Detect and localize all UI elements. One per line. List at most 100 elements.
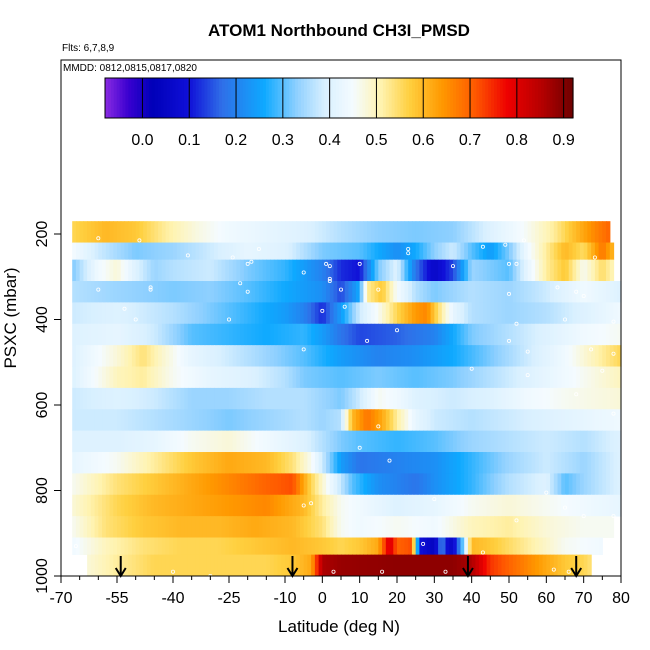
heatmap-cell <box>613 366 618 389</box>
heatmap-cell <box>258 366 264 389</box>
heatmap-cell <box>370 242 376 261</box>
heatmap-cell <box>214 281 219 303</box>
heatmap-cell <box>98 554 103 577</box>
heatmap-cell <box>419 242 424 261</box>
heatmap-cell <box>568 366 574 389</box>
heatmap-cell <box>262 366 267 389</box>
heatmap-cell <box>102 323 107 346</box>
heatmap-cell <box>344 366 350 389</box>
heatmap-cell <box>344 430 350 453</box>
heatmap-cell <box>565 302 570 325</box>
colorbar-segment <box>406 78 410 118</box>
colorbar-segment <box>204 78 208 118</box>
heatmap-cell <box>240 259 245 282</box>
x-tick-label: 60 <box>537 590 555 607</box>
heatmap-cell <box>251 430 256 453</box>
heatmap-cell <box>292 494 297 517</box>
heatmap-cell <box>117 366 122 389</box>
heatmap-cell <box>572 554 577 577</box>
heatmap-cell <box>173 409 178 432</box>
heatmap-cell <box>243 345 249 367</box>
heatmap-cell <box>277 516 282 538</box>
heatmap-cell <box>105 430 111 453</box>
heatmap-cell <box>430 554 435 577</box>
heatmap-cell <box>382 494 387 517</box>
heatmap-cell <box>382 430 387 453</box>
heatmap-cell <box>363 345 368 367</box>
heatmap-cell <box>75 452 81 474</box>
heatmap-cell <box>255 259 260 282</box>
heatmap-cell <box>355 323 361 346</box>
heatmap-cell <box>348 554 353 577</box>
heatmap-cell <box>72 494 77 517</box>
heatmap-cell <box>411 323 417 346</box>
heatmap-cell <box>370 387 376 410</box>
heatmap-cell <box>355 494 361 517</box>
heatmap-cell <box>579 281 585 303</box>
heatmap-cell <box>367 516 372 538</box>
heatmap-cell <box>90 387 96 410</box>
heatmap-cell <box>509 259 514 282</box>
heatmap-cell <box>397 409 402 432</box>
heatmap-cell <box>363 281 368 303</box>
heatmap-cell <box>497 366 503 389</box>
heatmap-cell <box>453 430 458 453</box>
heatmap-cell <box>411 554 417 577</box>
observation-marker <box>245 289 250 294</box>
heatmap-cell <box>72 452 77 474</box>
x-tick-label: 40 <box>463 590 481 607</box>
heatmap-cell <box>199 409 204 432</box>
heatmap-cell <box>531 242 536 261</box>
heatmap-cell <box>363 554 368 577</box>
heatmap-cell <box>341 259 346 282</box>
heatmap-cell <box>90 537 96 556</box>
heatmap-cell <box>441 516 447 538</box>
heatmap-cell <box>520 259 525 282</box>
heatmap-cell <box>139 516 144 538</box>
heatmap-cell <box>494 221 499 243</box>
heatmap-cell <box>490 473 495 496</box>
heatmap-cell <box>587 302 592 325</box>
heatmap-cell <box>87 345 92 367</box>
heatmap-cell <box>565 242 570 261</box>
heatmap-cell <box>146 302 152 325</box>
heatmap-cell <box>464 242 469 261</box>
heatmap-cell <box>292 221 297 243</box>
heatmap-cell <box>214 366 219 389</box>
heatmap-cell <box>124 430 129 453</box>
heatmap-cell <box>404 430 409 453</box>
heatmap-cell <box>423 242 428 261</box>
heatmap-cell <box>79 452 84 474</box>
heatmap-cell <box>117 387 122 410</box>
heatmap-cell <box>602 473 607 496</box>
heatmap-cell <box>449 494 454 517</box>
chart-title: ATOM1 Northbound CH3I_PMSD <box>208 21 470 40</box>
heatmap-cell <box>150 430 155 453</box>
heatmap-cell <box>561 259 566 282</box>
heatmap-cell <box>79 494 84 517</box>
heatmap-cell <box>176 494 182 517</box>
colorbar-segment <box>494 78 498 118</box>
heatmap-cell <box>460 345 465 367</box>
heatmap-cell <box>255 302 260 325</box>
heatmap-cell <box>247 452 252 474</box>
heatmap-cell <box>367 221 372 243</box>
heatmap-cell <box>490 554 495 577</box>
heatmap-cell <box>348 323 353 346</box>
heatmap-cell <box>154 345 159 367</box>
heatmap-cell <box>329 494 335 517</box>
colorbar-segment <box>192 78 197 118</box>
heatmap-cell <box>344 494 350 517</box>
heatmap-cell <box>135 473 140 496</box>
x-tick-label: 50 <box>500 590 518 607</box>
heatmap-cell <box>131 345 137 367</box>
heatmap-cell <box>296 554 301 577</box>
heatmap-cell <box>337 554 342 577</box>
heatmap-cell <box>613 409 618 432</box>
heatmap-cell <box>187 516 193 538</box>
heatmap-cell <box>195 473 200 496</box>
heatmap-cell <box>75 323 81 346</box>
heatmap-cell <box>594 345 600 367</box>
heatmap-cell <box>602 345 607 367</box>
heatmap-cell <box>169 242 174 261</box>
